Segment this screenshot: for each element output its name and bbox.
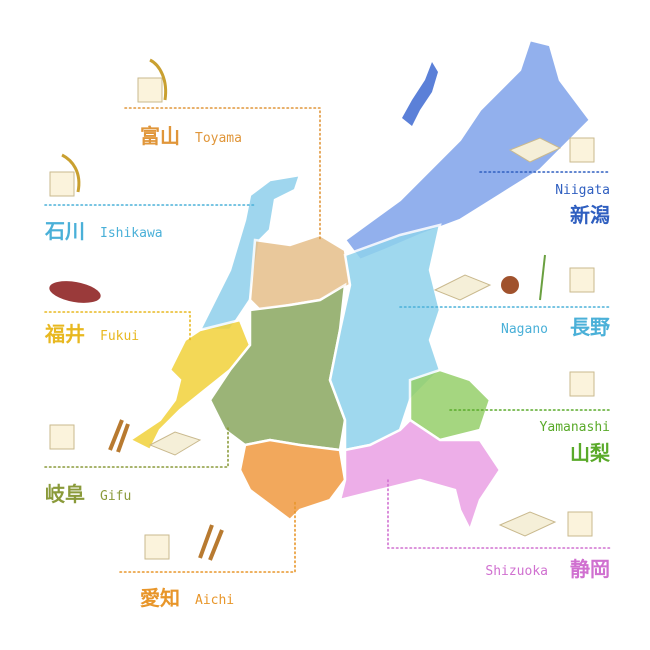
tofu-icon [508, 137, 562, 163]
romaji-label: Toyama [195, 131, 242, 146]
rice-icon [569, 267, 595, 293]
romaji-label: Niigata [555, 183, 610, 198]
kanji-label: 福井 [44, 322, 85, 346]
kanji-label: 新潟 [570, 203, 610, 227]
rice-icon [569, 137, 595, 163]
kanji-label: 山梨 [570, 441, 611, 465]
aichi-leader [119, 499, 296, 573]
romaji-label: Yamanashi [540, 420, 610, 435]
buckwheat-plant [539, 254, 546, 301]
tofu-icon [498, 511, 557, 537]
romaji-label: Gifu [100, 489, 131, 504]
gifu-leader [44, 424, 229, 468]
toyama-leader [124, 107, 321, 241]
kanji-label: 長野 [570, 315, 610, 339]
buckwheat-icon [501, 276, 519, 294]
sweet-potato-icon [49, 281, 101, 303]
shizuoka-shape [338, 418, 502, 534]
kanji-label: 岐阜 [45, 482, 85, 506]
kanji-label: 愛知 [140, 586, 180, 610]
aichi-shape [238, 438, 347, 522]
rice-icon [49, 171, 75, 197]
rice-icon [49, 424, 75, 450]
wheat-icon [108, 419, 130, 453]
romaji-label: Aichi [195, 593, 234, 608]
rice-icon [137, 77, 163, 103]
prefecture-map [127, 38, 592, 534]
leader-lines [44, 107, 611, 573]
tofu-icon [433, 274, 492, 301]
wheat-icon [198, 524, 224, 561]
rice-icon [567, 511, 593, 537]
shizuoka-leader [387, 479, 611, 549]
kanji-label: 富山 [140, 124, 180, 148]
rice-stalk [61, 153, 81, 193]
kanji-label: 静岡 [570, 557, 610, 581]
sado-island [402, 62, 438, 126]
food-icons [49, 58, 595, 561]
rice-icon [569, 371, 595, 397]
romaji-label: Shizuoka [485, 564, 548, 579]
rice-stalk [149, 58, 168, 101]
tofu-icon [148, 431, 202, 456]
romaji-label: Ishikawa [100, 226, 163, 241]
romaji-label: Fukui [100, 329, 139, 344]
rice-icon [144, 534, 170, 560]
romaji-label: Nagano [501, 322, 548, 337]
labels: 富山 Toyama 石川 Ishikawa 福井 Fukui 岐阜 Gifu 愛… [44, 124, 611, 610]
kanji-label: 石川 [44, 219, 85, 243]
fukui-leader [44, 311, 191, 341]
